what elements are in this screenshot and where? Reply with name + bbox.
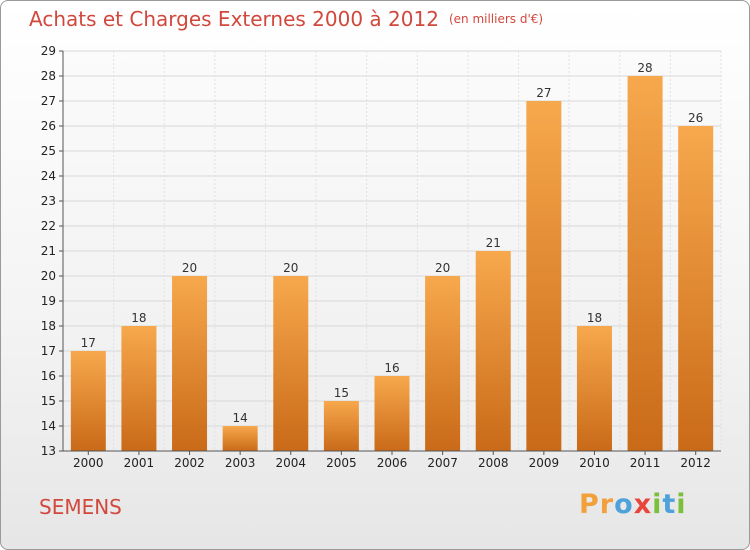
y-tick-label: 24: [41, 169, 56, 183]
y-tick-label: 16: [41, 369, 56, 383]
chart-unit: (en milliers d'€): [448, 12, 544, 26]
y-tick-label: 17: [41, 344, 56, 358]
y-tick-label: 20: [41, 269, 56, 283]
brand-letter: x: [633, 489, 653, 520]
y-tick-label: 26: [41, 119, 56, 133]
chart-title-text: Achats et Charges Externes 2000 à 2012: [29, 7, 439, 31]
data-label: 15: [334, 386, 349, 400]
chart-title: Achats et Charges Externes 2000 à 2012 (e…: [29, 7, 543, 31]
y-tick-label: 22: [41, 219, 56, 233]
brand-letter: t: [662, 489, 677, 520]
x-tick-label: 2002: [174, 456, 205, 470]
bar: [273, 276, 309, 451]
bar: [70, 351, 106, 451]
data-label: 27: [536, 86, 551, 100]
y-tick-label: 25: [41, 144, 56, 158]
y-tick-label: 29: [41, 44, 56, 58]
brand-letter: r: [599, 489, 615, 520]
bar: [425, 276, 461, 451]
brand-letter: i: [676, 489, 687, 520]
y-tick-label: 19: [41, 294, 56, 308]
x-tick-label: 2006: [377, 456, 408, 470]
data-label: 21: [486, 236, 501, 250]
data-label: 20: [182, 261, 197, 275]
municipality-name: SEMENS: [39, 495, 122, 519]
bar: [374, 376, 410, 451]
bar: [222, 426, 258, 451]
x-tick-label: 2005: [326, 456, 357, 470]
y-tick-label: 15: [41, 394, 56, 408]
data-label: 16: [384, 361, 399, 375]
x-tick-label: 2008: [478, 456, 509, 470]
data-label: 20: [435, 261, 450, 275]
bar: [627, 76, 663, 451]
bar: [323, 401, 359, 451]
data-label: 17: [81, 336, 96, 350]
x-tick-label: 2007: [427, 456, 458, 470]
data-label: 20: [283, 261, 298, 275]
x-tick-label: 2009: [529, 456, 560, 470]
x-tick-label: 2000: [73, 456, 104, 470]
x-tick-label: 2001: [124, 456, 155, 470]
x-tick-label: 2003: [225, 456, 256, 470]
y-tick-label: 14: [41, 419, 56, 433]
data-label: 18: [587, 311, 602, 325]
data-label: 18: [131, 311, 146, 325]
brand-letter: o: [614, 489, 634, 520]
data-label: 28: [637, 61, 652, 75]
bar: [121, 326, 157, 451]
x-tick-label: 2011: [630, 456, 661, 470]
bar: [526, 101, 562, 451]
brand-letter: i: [652, 489, 663, 520]
y-tick-label: 21: [41, 244, 56, 258]
y-tick-label: 18: [41, 319, 56, 333]
bar: [678, 126, 714, 451]
y-tick-label: 13: [41, 444, 56, 458]
y-tick-label: 28: [41, 69, 56, 83]
data-label: 26: [688, 111, 703, 125]
bar: [576, 326, 612, 451]
x-tick-label: 2012: [680, 456, 711, 470]
bar: [172, 276, 208, 451]
brand-logo: Proxiti: [579, 489, 687, 520]
x-tick-label: 2004: [275, 456, 306, 470]
brand-letter: P: [579, 489, 600, 520]
x-tick-label: 2010: [579, 456, 610, 470]
data-label: 14: [233, 411, 248, 425]
bar: [475, 251, 511, 451]
y-tick-label: 23: [41, 194, 56, 208]
y-tick-label: 27: [41, 94, 56, 108]
